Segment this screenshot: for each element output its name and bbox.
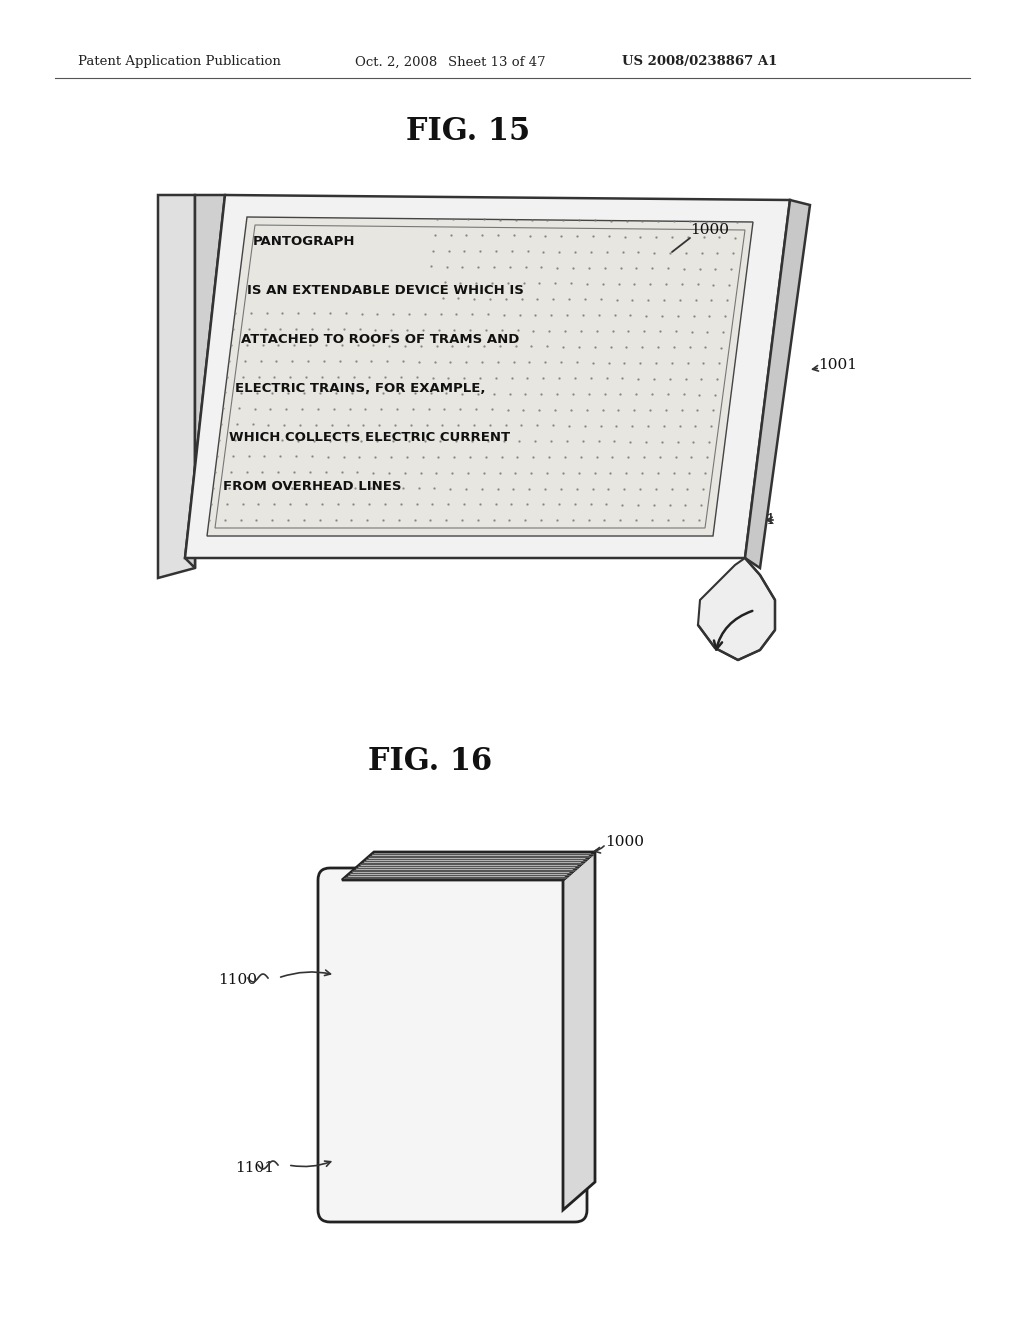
Polygon shape [563,851,595,1210]
Text: 1001: 1001 [818,358,857,372]
Polygon shape [207,216,753,536]
Text: FROM OVERHEAD LINES: FROM OVERHEAD LINES [223,480,401,492]
Polygon shape [158,195,195,578]
Text: US 2008/0238867 A1: US 2008/0238867 A1 [622,55,777,69]
Text: Oct. 2, 2008: Oct. 2, 2008 [355,55,437,69]
Text: ATTACHED TO ROOFS OF TRAMS AND: ATTACHED TO ROOFS OF TRAMS AND [241,333,519,346]
Polygon shape [698,558,775,660]
Polygon shape [342,851,595,880]
Text: 1000: 1000 [605,836,644,849]
Polygon shape [185,195,790,558]
Polygon shape [185,195,225,568]
Text: IS AN EXTENDABLE DEVICE WHICH IS: IS AN EXTENDABLE DEVICE WHICH IS [247,284,524,297]
Text: Patent Application Publication: Patent Application Publication [78,55,281,69]
Text: 1101: 1101 [234,1162,274,1175]
Polygon shape [745,201,810,568]
Text: FIG. 15: FIG. 15 [406,116,530,148]
Text: 1100: 1100 [218,973,257,987]
FancyArrowPatch shape [714,611,753,649]
Text: 1000: 1000 [690,223,729,238]
FancyBboxPatch shape [318,869,587,1222]
Text: WHICH COLLECTS ELECTRIC CURRENT: WHICH COLLECTS ELECTRIC CURRENT [229,432,510,444]
Text: 1: 1 [765,513,775,527]
Text: Sheet 13 of 47: Sheet 13 of 47 [449,55,546,69]
Text: PANTOGRAPH: PANTOGRAPH [253,235,355,248]
Text: ELECTRIC TRAINS, FOR EXAMPLE,: ELECTRIC TRAINS, FOR EXAMPLE, [234,381,485,395]
Text: FIG. 16: FIG. 16 [368,747,493,777]
